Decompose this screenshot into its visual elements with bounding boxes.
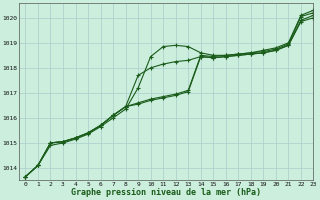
- X-axis label: Graphe pression niveau de la mer (hPa): Graphe pression niveau de la mer (hPa): [71, 188, 261, 197]
